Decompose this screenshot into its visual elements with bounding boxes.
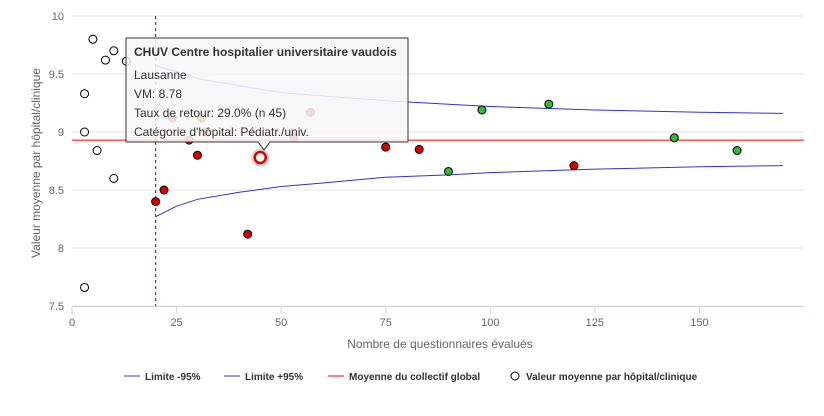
x-tick-label: 50 [275, 317, 287, 329]
data-point [192, 150, 202, 160]
tooltip-line: Taux de retour: 29.0% (n 45) [134, 106, 286, 120]
y-tick-label: 8.5 [49, 185, 64, 197]
data-point [732, 146, 742, 156]
tooltip-box: CHUV Centre hospitalier universitaire va… [125, 37, 409, 151]
legend-marker-symbol [510, 371, 520, 381]
tooltip-title: CHUV Centre hospitalier universitaire va… [134, 45, 397, 59]
data-point [109, 46, 119, 56]
legend-item: Moyenne du collectif global [349, 372, 480, 383]
y-axis-title: Valeur moyenne par hôpital/clinique [29, 68, 43, 258]
x-tick-label: 150 [690, 317, 708, 329]
x-tick-label: 25 [170, 317, 182, 329]
data-point [159, 185, 169, 195]
tooltip: CHUV Centre hospitalier universitaire va… [125, 37, 409, 151]
tooltip-line: VM: 8.78 [134, 87, 182, 101]
data-point [669, 133, 679, 143]
data-point [443, 166, 453, 176]
legend-item: Limite +95% [245, 372, 303, 383]
y-tick-label: 8 [58, 243, 64, 255]
data-point [243, 229, 253, 239]
data-point [151, 197, 161, 207]
data-point [88, 34, 98, 44]
data-point [92, 146, 102, 156]
x-axis-title: Nombre de questionnaires évalués [347, 337, 532, 351]
tooltip-line: Lausanne [134, 68, 187, 82]
legend-item: Limite -95% [145, 372, 201, 383]
x-tick-label: 0 [69, 317, 75, 329]
legend: Limite -95% Limite +95% Moyenne du collect… [124, 371, 698, 383]
x-tick-label: 100 [481, 317, 499, 329]
y-tick-label: 7.5 [49, 301, 64, 313]
data-point [414, 144, 424, 154]
data-point [80, 127, 90, 137]
data-point [477, 105, 487, 115]
series-line-0 [155, 165, 784, 218]
y-tick-label: 9 [58, 127, 64, 139]
x-tick-label: 125 [586, 317, 604, 329]
data-point-highlighted [253, 150, 267, 165]
y-tick-label: 10 [52, 11, 64, 23]
data-point [80, 282, 90, 292]
data-point [80, 89, 90, 99]
data-point [569, 161, 579, 171]
data-point [109, 173, 119, 183]
data-point [381, 142, 391, 152]
x-tick-label: 75 [380, 317, 392, 329]
y-tick-label: 9.5 [49, 69, 64, 81]
tooltip-line: Catégorie d'hôpital: Pédiatr./univ. [134, 125, 309, 139]
data-point [100, 55, 110, 65]
data-point [544, 99, 554, 109]
tooltip-background [125, 37, 409, 151]
legend-item: Valeur moyenne par hôpital/clinique [526, 372, 698, 383]
